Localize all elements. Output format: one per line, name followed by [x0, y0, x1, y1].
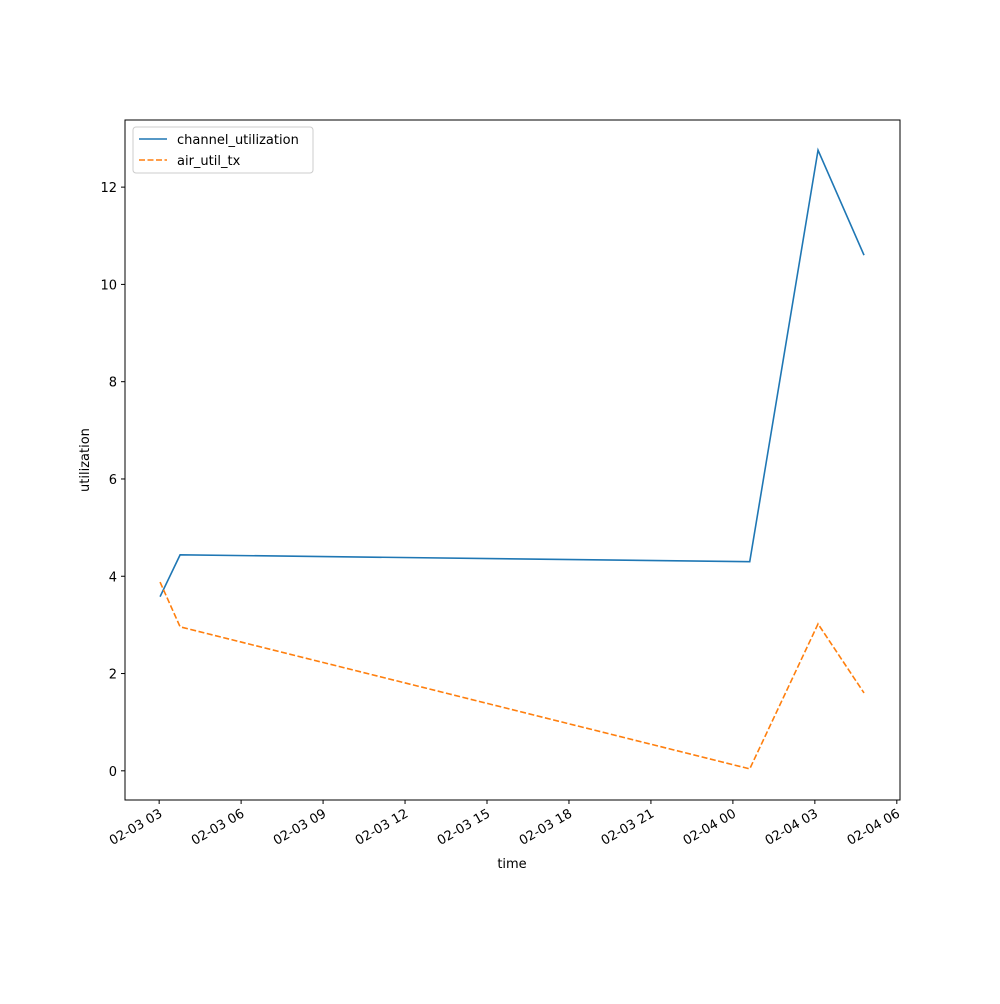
- y-tick-label: 4: [109, 570, 117, 585]
- y-tick-label: 2: [109, 668, 117, 683]
- x-axis-label: time: [497, 857, 526, 872]
- line-series: [159, 147, 865, 598]
- y-tick-label: 6: [109, 473, 117, 488]
- legend-label: channel_utilization: [177, 133, 299, 148]
- plot-frame: [124, 119, 901, 801]
- y-tick-label: 8: [109, 376, 117, 391]
- y-tick-label: 10: [100, 278, 117, 293]
- legend-box: [132, 126, 314, 174]
- legend-label: air_util_tx: [177, 154, 241, 169]
- y-tick-label: 0: [109, 765, 117, 780]
- y-axis-label: utilization: [78, 428, 93, 492]
- y-tick-label: 12: [100, 181, 117, 196]
